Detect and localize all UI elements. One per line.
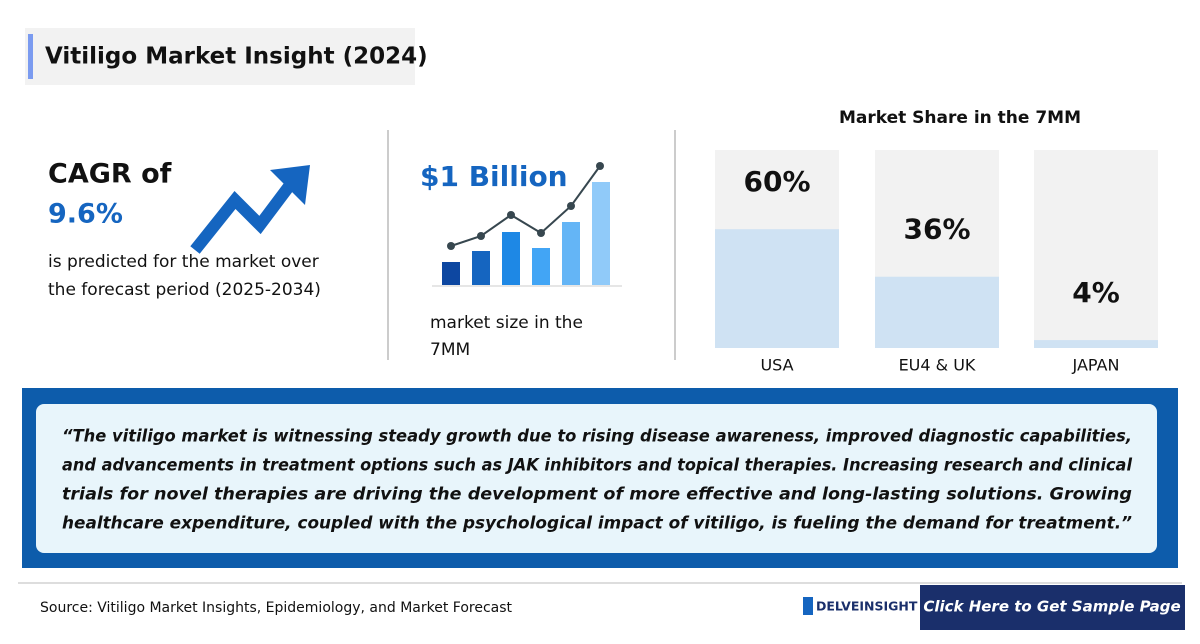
market-size-caption: market size in the bbox=[430, 313, 583, 333]
growth-arrow-icon bbox=[190, 165, 310, 254]
sample-button-label[interactable]: Click Here to Get Sample Page bbox=[923, 598, 1180, 616]
bar bbox=[1034, 340, 1158, 348]
quote-line: “The vitiligo market is witnessing stead… bbox=[62, 427, 1132, 446]
logo: DELVEINSIGHT bbox=[816, 599, 918, 614]
bar bbox=[715, 229, 839, 348]
cagr-value: 9.6% bbox=[48, 199, 123, 230]
category-label: JAPAN bbox=[1072, 356, 1120, 375]
market-size-value: $1 Billion bbox=[420, 160, 568, 193]
chart-title: Market Share in the 7MM bbox=[839, 108, 1081, 128]
mini-chart-icon bbox=[432, 162, 622, 287]
title-accent bbox=[28, 34, 33, 79]
category-label: USA bbox=[760, 356, 793, 375]
share-chart: 60% USA 36% EU4 & UK 4% JAPAN bbox=[715, 150, 1158, 375]
quote-line: trials for novel therapies are driving t… bbox=[62, 485, 1132, 504]
market-size-caption: 7MM bbox=[430, 340, 470, 360]
value-label: 4% bbox=[1072, 276, 1120, 309]
quote-line: healthcare expenditure, coupled with the… bbox=[62, 514, 1132, 533]
page-title: Vitiligo Market Insight (2024) bbox=[45, 44, 428, 70]
category-label: EU4 & UK bbox=[899, 356, 976, 375]
quote-line: and advancements in treatment options su… bbox=[62, 456, 1132, 475]
bar-track bbox=[1034, 150, 1158, 348]
cagr-description: the forecast period (2025-2034) bbox=[48, 280, 321, 300]
logo-mark bbox=[803, 597, 813, 615]
bar bbox=[875, 276, 999, 348]
source: Source: Vitiligo Market Insights, Epidem… bbox=[40, 600, 513, 616]
quote-box bbox=[36, 404, 1157, 553]
quote: “The vitiligo market is witnessing stead… bbox=[62, 427, 1132, 533]
cagr-heading: CAGR of bbox=[48, 159, 172, 190]
cagr-description: is predicted for the market over bbox=[48, 252, 319, 272]
title-box bbox=[25, 28, 415, 85]
sample-button[interactable] bbox=[920, 585, 1185, 630]
value-label: 36% bbox=[903, 213, 970, 246]
value-label: 60% bbox=[743, 165, 810, 198]
